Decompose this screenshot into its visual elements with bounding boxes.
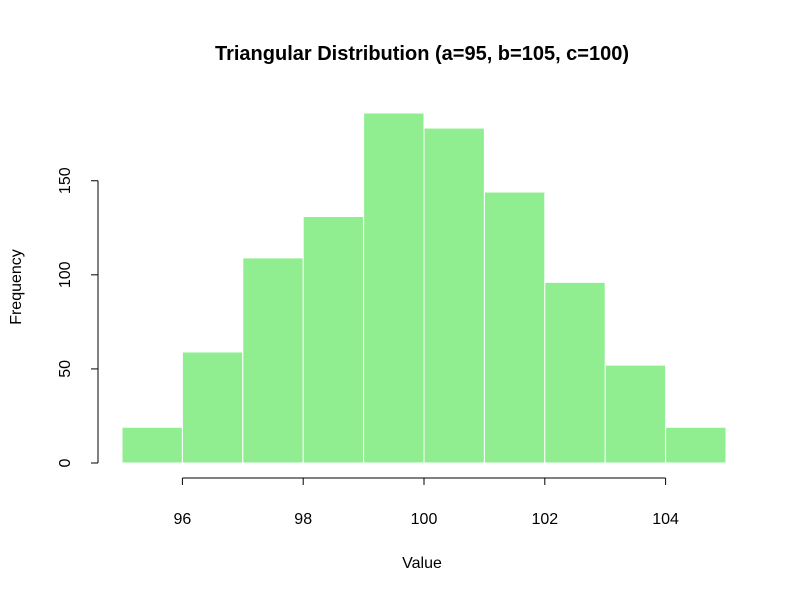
histogram-bar [121,426,183,464]
y-axis: 0 50 100 150 [57,167,99,467]
histogram-bar [302,215,365,464]
y-tick-label: 150 [57,167,74,194]
histogram-bar [363,112,425,464]
histogram-bar [544,281,606,464]
chart-title: Triangular Distribution (a=95, b=105, c=… [215,43,629,65]
histogram-bar [242,257,304,464]
y-tick-label: 50 [57,360,74,378]
histogram-bar [181,351,244,464]
x-tick-label: 102 [531,511,558,528]
histogram-bar [604,364,667,464]
x-tick-label: 100 [411,511,438,528]
x-axis: 96 98 100 102 104 [174,477,679,528]
histogram-bar [483,191,546,464]
y-axis-label: Frequency [8,249,25,325]
x-tick-label: 98 [294,511,312,528]
x-axis-label: Value [402,555,442,572]
bars-group [121,112,727,464]
y-tick-label: 100 [57,261,74,288]
x-tick-label: 96 [174,511,192,528]
histogram-bar [423,127,485,464]
y-tick-label: 0 [57,458,74,467]
histogram-bar [665,426,727,464]
x-tick-label: 104 [652,511,679,528]
